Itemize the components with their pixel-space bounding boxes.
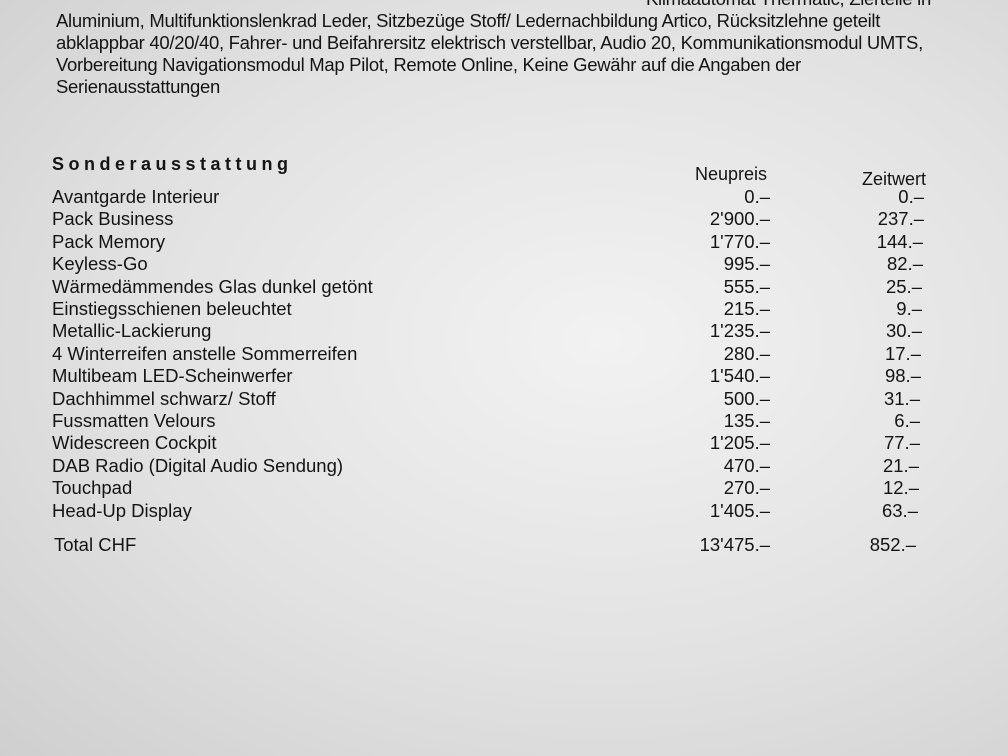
item-neupreis: 500.– [723,387,770,409]
item-neupreis: 1'235.– [709,320,770,342]
item-label: Dachhimmel schwarz/ Stoff [52,387,276,409]
item-neupreis: 135.– [723,410,770,431]
table-row: Fussmatten Velours 135.– 6.– [0,410,1008,432]
item-zeitwert: 237.– [877,208,924,230]
total-zeitwert: 852.– [869,534,916,555]
total-label: Total CHF [54,534,137,555]
table-row: Wärmedämmendes Glas dunkel getönt 555.– 25… [0,276,1008,298]
item-label: Einstiegsschienen beleuchtet [52,298,292,319]
item-label: Touchpad [52,477,133,499]
table-row: Widescreen Cockpit 1'205.– 77.– [0,432,1008,454]
table-row: Head-Up Display 1'405.– 63.– [0,500,1008,522]
table-row: Avantgarde Interieur 0.– 0.– [0,186,1008,208]
item-zeitwert: 21.– [882,454,919,476]
item-label: Fussmatten Velours [52,410,216,431]
table-row: Dachhimmel schwarz/ Stoff 500.– 31.– [0,388,1008,410]
item-label: 4 Winterreifen anstelle Sommerreifen [52,342,358,364]
section-title: Sonderausstattung [52,154,293,174]
item-label: Head-Up Display [52,499,192,521]
item-zeitwert: 30.– [885,320,922,342]
item-zeitwert: 0.– [898,186,924,207]
item-zeitwert: 31.– [883,387,920,409]
table-row: DAB Radio (Digital Audio Sendung) 470.– 21… [0,455,1008,477]
item-neupreis: 995.– [723,253,770,275]
item-neupreis: 1'540.– [709,365,770,387]
item-label: Keyless-Go [52,253,148,275]
table-row: Pack Memory 1'770.– 144.– [0,231,1008,253]
item-zeitwert: 77.– [883,432,920,454]
item-zeitwert: 6.– [894,410,920,431]
item-neupreis: 270.– [723,477,770,499]
item-neupreis: 1'405.– [709,499,770,521]
total-row: Total CHF 13'475.– 852.– [0,534,1008,556]
total-neupreis: 13'475.– [699,534,770,555]
intro-line: Klimaautomat Thermatic, Zierteile in [56,0,1006,10]
table-row: 4 Winterreifen anstelle Sommerreifen 280.… [0,343,1008,365]
column-header-zeitwert: Zeitwert [862,169,927,189]
table-row: Pack Business 2'900.– 237.– [0,208,1008,230]
item-neupreis: 1'770.– [709,230,770,252]
item-zeitwert: 144.– [876,230,923,252]
standard-equipment-text: Klimaautomat Thermatic, Zierteile in Alu… [56,0,1006,98]
item-zeitwert: 12.– [882,477,919,499]
item-label: Widescreen Cockpit [52,432,217,454]
item-zeitwert: 82.– [886,253,923,275]
table-row: Metallic-Lackierung 1'235.– 30.– [0,320,1008,342]
table-row: Touchpad 270.– 12.– [0,477,1008,499]
item-label: Avantgarde Interieur [52,186,220,207]
item-label: Pack Business [52,208,174,230]
item-neupreis: 470.– [723,454,770,476]
item-neupreis: 280.– [723,342,770,364]
intro-line: Serienausstattungen [56,76,221,97]
item-zeitwert: 17.– [884,342,921,364]
item-zeitwert: 98.– [884,365,921,387]
item-zeitwert: 9.– [896,298,922,319]
item-label: DAB Radio (Digital Audio Sendung) [52,454,344,476]
intro-line: Vorbereitung Navigationsmodul Map Pilot,… [56,54,801,75]
item-zeitwert: 63.– [881,499,918,521]
item-label: Pack Memory [52,230,166,252]
intro-line: Aluminium, Multifunktionslenkrad Leder, … [56,10,881,31]
item-neupreis: 0.– [744,186,770,207]
item-label: Multibeam LED-Scheinwerfer [52,365,293,387]
table-row: Multibeam LED-Scheinwerfer 1'540.– 98.– [0,365,1008,387]
item-neupreis: 555.– [723,275,770,297]
column-header-neupreis: Neupreis [695,164,768,184]
item-zeitwert: 25.– [885,275,922,297]
item-label: Metallic-Lackierung [52,320,212,342]
table-row: Einstiegsschienen beleuchtet 215.– 9.– [0,298,1008,320]
item-neupreis: 215.– [723,298,770,319]
item-label: Wärmedämmendes Glas dunkel getönt [52,275,373,297]
item-neupreis: 2'900.– [709,208,770,230]
table-row: Keyless-Go 995.– 82.– [0,253,1008,275]
item-neupreis: 1'205.– [709,432,770,454]
intro-line: abklappbar 40/20/40, Fahrer- und Beifahr… [56,32,923,53]
